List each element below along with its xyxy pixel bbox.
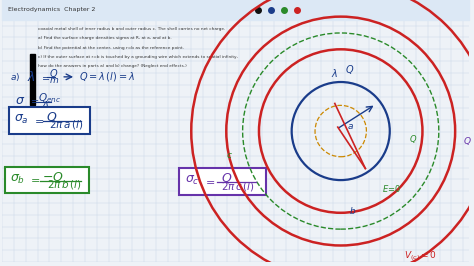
Text: $\lambda$: $\lambda$ [331,67,338,79]
Bar [30,54,35,105]
Text: $\sigma$: $\sigma$ [15,94,25,107]
Text: $b$: $b$ [348,205,356,216]
Text: c) If the outer surface at r=b is touched by a grounding wire which extends to s: c) If the outer surface at r=b is touche… [37,55,237,59]
Text: coaxial metal shell of inner radius b and outer radius c. The shell carries no n: coaxial metal shell of inner radius b an… [37,27,225,31]
Text: how do the answers in parts a) and b) change? (Neglect end effects.): how do the answers in parts a) and b) ch… [37,64,186,68]
Text: $=$: $=$ [39,72,51,82]
Text: $Q = \lambda\,(l) = \lambda$: $Q = \lambda\,(l) = \lambda$ [79,70,135,83]
Text: $a$: $a$ [346,122,354,131]
Text: $Q$: $Q$ [46,110,58,124]
Text: $=$: $=$ [203,176,215,186]
Text: Electrodynamics  Chapter 2: Electrodynamics Chapter 2 [8,7,95,12]
Text: a) Find the surface charge densities sigma at R, at a, and at b.: a) Find the surface charge densities sig… [37,36,171,40]
Text: $=$: $=$ [27,174,40,184]
Text: $\sigma_c$: $\sigma_c$ [185,174,200,187]
Text: $Q$: $Q$ [49,67,59,80]
Text: $A$: $A$ [40,99,49,111]
Text: $\sigma_b$: $\sigma_b$ [10,173,25,186]
Text: $c$: $c$ [226,151,233,160]
Text: $=$: $=$ [32,115,44,125]
Text: $-Q$: $-Q$ [42,170,64,184]
Text: $Q$: $Q$ [410,133,418,145]
Text: $\sigma_a$: $\sigma_a$ [14,113,28,126]
Text: $Q$: $Q$ [221,171,232,185]
Text: $Q$: $Q$ [463,135,472,147]
Bar [5,167,89,193]
Bar [2,0,469,20]
Text: $Q_{enc}$: $Q_{enc}$ [37,92,61,105]
Text: $2\pi\, a\,(l)$: $2\pi\, a\,(l)$ [49,118,84,131]
Text: $2\pi\, b\,(l)$: $2\pi\, b\,(l)$ [47,178,82,191]
Text: $E\!=\!0$: $E\!=\!0$ [382,183,401,194]
Text: $=$: $=$ [29,95,40,106]
Text: $m$: $m$ [49,76,60,85]
Text: $Q$: $Q$ [345,63,354,76]
Bar [180,168,266,195]
Text: $a)$: $a)$ [10,71,20,83]
Text: $\lambda$: $\lambda$ [27,70,36,84]
Text: b) Find the potential at the center, using r=b as the reference point.: b) Find the potential at the center, usi… [37,45,183,49]
Text: $2\pi\, c\,(l)$: $2\pi\, c\,(l)$ [221,180,255,193]
Text: $V_{(c)} = 0$: $V_{(c)} = 0$ [404,250,437,263]
Bar [9,107,90,134]
